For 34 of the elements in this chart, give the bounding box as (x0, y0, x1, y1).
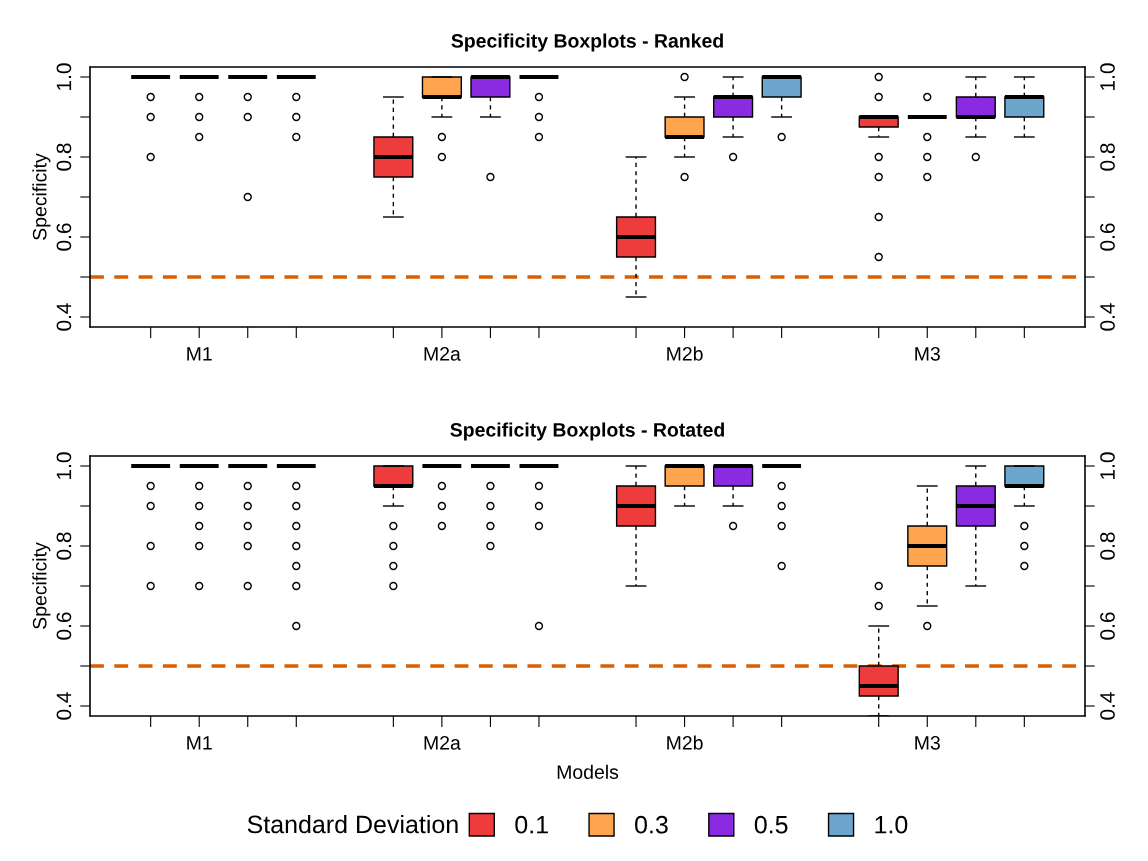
y2-tick-label: 1.0 (1100, 63, 1115, 90)
y-tick-label: 0.6 (56, 223, 72, 251)
y2-tick-label: 1.0 (1100, 452, 1115, 479)
x-tick-label: M1 (187, 347, 212, 361)
y2-tick-label: 0.4 (1100, 692, 1115, 720)
legend-label: 0.5 (754, 815, 788, 834)
y2-tick-label: 0.6 (1100, 612, 1115, 640)
y2-tick-label: 0.8 (1100, 532, 1115, 560)
y-tick-label: 0.8 (56, 143, 72, 171)
chart-title: Specificity Boxplots - Rotated (450, 422, 724, 441)
x-tick-label: M2b (667, 346, 703, 361)
y-tick-label: 0.4 (56, 692, 72, 720)
legend-title: Standard Deviation (247, 814, 458, 834)
legend-label: 1.0 (875, 815, 908, 834)
y-axis-title: Specificity (32, 542, 51, 629)
x-tick-label: M3 (915, 346, 940, 361)
x-tick-label: M3 (915, 735, 940, 750)
legend-label: 0.3 (635, 815, 668, 834)
y-tick-label: 1.0 (56, 63, 72, 90)
x-tick-label: M2b (667, 735, 703, 750)
x-tick-label: M2a (424, 346, 461, 361)
y2-tick-label: 0.6 (1100, 223, 1115, 251)
y-tick-label: 1.0 (56, 452, 72, 479)
y2-tick-label: 0.8 (1100, 143, 1115, 171)
y-tick-label: 0.8 (56, 532, 72, 560)
y-axis-title: Specificity (32, 153, 51, 240)
legend-label: 0.1 (515, 815, 548, 834)
y-tick-label: 0.6 (56, 612, 72, 640)
x-axis-title: Models (557, 764, 619, 779)
y-tick-label: 0.4 (56, 303, 72, 331)
x-tick-label: M1 (187, 736, 212, 750)
chart-title: Specificity Boxplots - Ranked (451, 33, 723, 52)
y2-tick-label: 0.4 (1100, 303, 1115, 331)
x-tick-label: M2a (424, 735, 461, 750)
